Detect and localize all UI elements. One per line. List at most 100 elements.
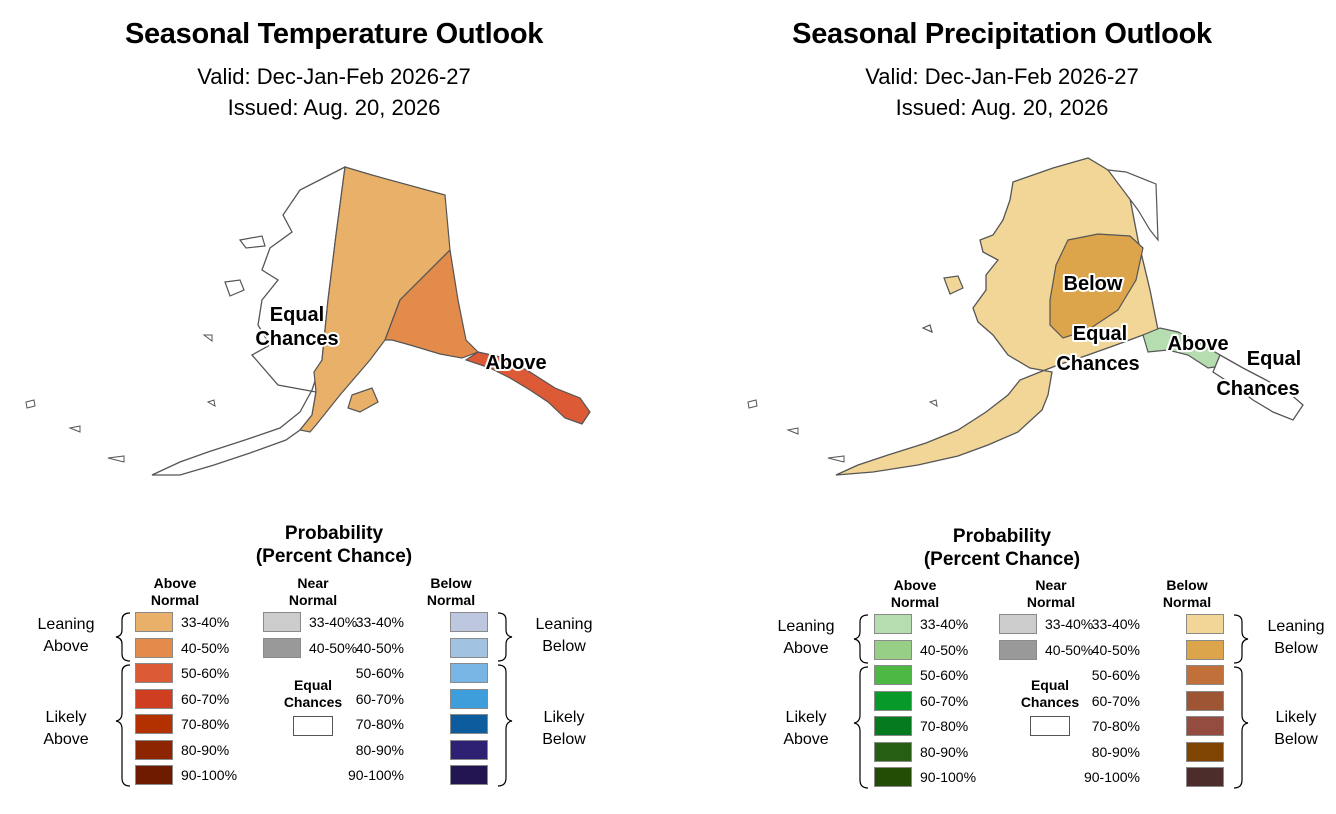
temperature-panel: Seasonal Temperature Outlook Valid: Dec-… [25, 18, 593, 787]
precipitation-near-normal-heading: Near Normal [1026, 577, 1076, 610]
legend-percent-label: 33-40% [181, 614, 230, 630]
legend-swatch [874, 767, 912, 787]
legend-swatch [450, 739, 488, 760]
legend-swatch [1186, 614, 1224, 634]
precipitation-map-label-below: Below [1064, 273, 1123, 295]
legend-percent-label: 50-60% [920, 667, 969, 683]
temperature-right-braces [497, 612, 513, 787]
legend-percent-label: 33-40% [355, 614, 404, 630]
precipitation-map-below-40-50 [1049, 233, 1144, 339]
precipitation-likely-above-label: Likely Above [783, 709, 829, 748]
temperature-map-above-40-50 [384, 248, 480, 359]
temperature-valid-period: Valid: Dec-Jan-Feb 2026-27 [197, 64, 471, 89]
precipitation-left-braces [853, 614, 869, 789]
legend-swatch [1186, 690, 1224, 711]
precipitation-right-braces [1233, 614, 1249, 789]
legend-swatch [263, 612, 301, 632]
legend-swatch [135, 739, 173, 760]
legend-swatch [450, 637, 488, 658]
precipitation-map-label-chances-b: Chances [1216, 378, 1299, 400]
legend-swatch [874, 614, 912, 634]
temperature-equal-chances-heading: Equal Chances [283, 677, 343, 710]
temperature-above-normal-heading: Above Normal [150, 575, 200, 608]
temperature-equal-chances-swatch [293, 716, 333, 736]
precipitation-map: Below Equal Chances Above Equal Chances [747, 157, 1304, 476]
legend-swatch [874, 690, 912, 711]
precipitation-map-label-equal-a: Equal [1073, 323, 1127, 345]
legend-percent-label: 70-80% [920, 718, 969, 734]
temperature-map-label-above: Above [485, 352, 546, 374]
legend-percent-label: 60-70% [920, 692, 969, 709]
legend-swatch [135, 612, 173, 632]
precipitation-panel: Seasonal Precipitation Outlook Valid: De… [668, 0, 1336, 814]
legend-percent-label: 80-90% [1091, 743, 1140, 760]
legend-swatch [135, 637, 173, 658]
precipitation-title: Seasonal Precipitation Outlook [792, 18, 1212, 50]
temperature-below-normal-heading: Below Normal [426, 575, 476, 608]
legend-percent-label: 33-40% [309, 614, 358, 630]
legend-swatch [263, 637, 301, 658]
legend-percent-label: 90-100% [181, 767, 238, 783]
legend-percent-label: 40-50% [355, 639, 404, 656]
legend-percent-label: 40-50% [309, 639, 358, 656]
legend-percent-label: 90-100% [920, 769, 977, 785]
precipitation-equal-chances-swatch [1030, 716, 1070, 736]
legend-swatch [999, 639, 1037, 660]
legend-percent-label: 33-40% [1091, 616, 1140, 632]
temperature-map-label-equal: Equal [270, 304, 324, 326]
legend-swatch [874, 639, 912, 660]
legend-percent-label: 80-90% [181, 741, 230, 758]
legend-swatch [135, 688, 173, 709]
temperature-issued-date: Issued: Aug. 20, 2026 [227, 95, 441, 120]
legend-percent-label: 33-40% [1045, 616, 1094, 632]
legend-swatch [1186, 716, 1224, 736]
precipitation-leaning-above-label: Leaning Above [777, 618, 835, 657]
precipitation-leaning-below-label: Leaning Below [1267, 618, 1325, 657]
legend-percent-label: 40-50% [1091, 641, 1140, 658]
legend-swatch [135, 765, 173, 785]
legend-percent-label: 40-50% [1045, 641, 1094, 658]
precipitation-below-normal-heading: Below Normal [1162, 577, 1212, 610]
legend-percent-label: 80-90% [355, 741, 404, 758]
legend-percent-label: 50-60% [1091, 667, 1140, 683]
legend-percent-label: 70-80% [1091, 718, 1140, 734]
legend-swatch [1186, 741, 1224, 762]
temperature-near-normal-heading: Near Normal [288, 575, 338, 608]
legend-swatch [1186, 767, 1224, 787]
temperature-title: Seasonal Temperature Outlook [124, 18, 544, 50]
legend-swatch [450, 663, 488, 683]
legend-swatch [135, 714, 173, 734]
legend-swatch [1186, 639, 1224, 660]
temperature-map-panhandle [464, 351, 591, 425]
legend-percent-label: 60-70% [355, 690, 404, 707]
legend-percent-label: 70-80% [355, 716, 404, 732]
legend-percent-label: 40-50% [181, 639, 230, 656]
legend-percent-label: 60-70% [181, 690, 230, 707]
precipitation-map-below-33-40 [835, 157, 1159, 476]
legend-percent-label: 50-60% [355, 665, 404, 681]
legend-swatch [874, 665, 912, 685]
legend-percent-label: 40-50% [920, 641, 969, 658]
legend-percent-label: 70-80% [181, 716, 230, 732]
legend-percent-label: 90-100% [347, 767, 404, 783]
precipitation-issued-date: Issued: Aug. 20, 2026 [895, 95, 1109, 120]
legend-swatch [135, 663, 173, 683]
temperature-leaning-below-label: Leaning Below [535, 616, 593, 655]
legend-percent-label: 90-100% [1083, 769, 1140, 785]
precipitation-likely-below-label: Likely Below [1274, 709, 1318, 748]
legend-swatch [450, 612, 488, 632]
temperature-likely-below-label: Likely Below [542, 709, 586, 748]
precipitation-above-normal-heading: Above Normal [890, 577, 940, 610]
precipitation-legend-title: Probability (Percent Chance) [923, 526, 1081, 570]
precipitation-map-label-equal-b: Equal [1247, 348, 1301, 370]
legend-swatch [874, 741, 912, 762]
temperature-leaning-above-label: Leaning Above [37, 616, 95, 655]
temperature-map-above-33-40 [298, 166, 451, 433]
temperature-map-label-chances: Chances [255, 328, 338, 350]
legend-percent-label: 80-90% [920, 743, 969, 760]
temperature-legend-title: Probability (Percent Chance) [255, 523, 413, 567]
legend-percent-label: 33-40% [920, 616, 969, 632]
legend-swatch [450, 765, 488, 785]
legend-swatch [450, 714, 488, 734]
precipitation-valid-period: Valid: Dec-Jan-Feb 2026-27 [865, 64, 1139, 89]
